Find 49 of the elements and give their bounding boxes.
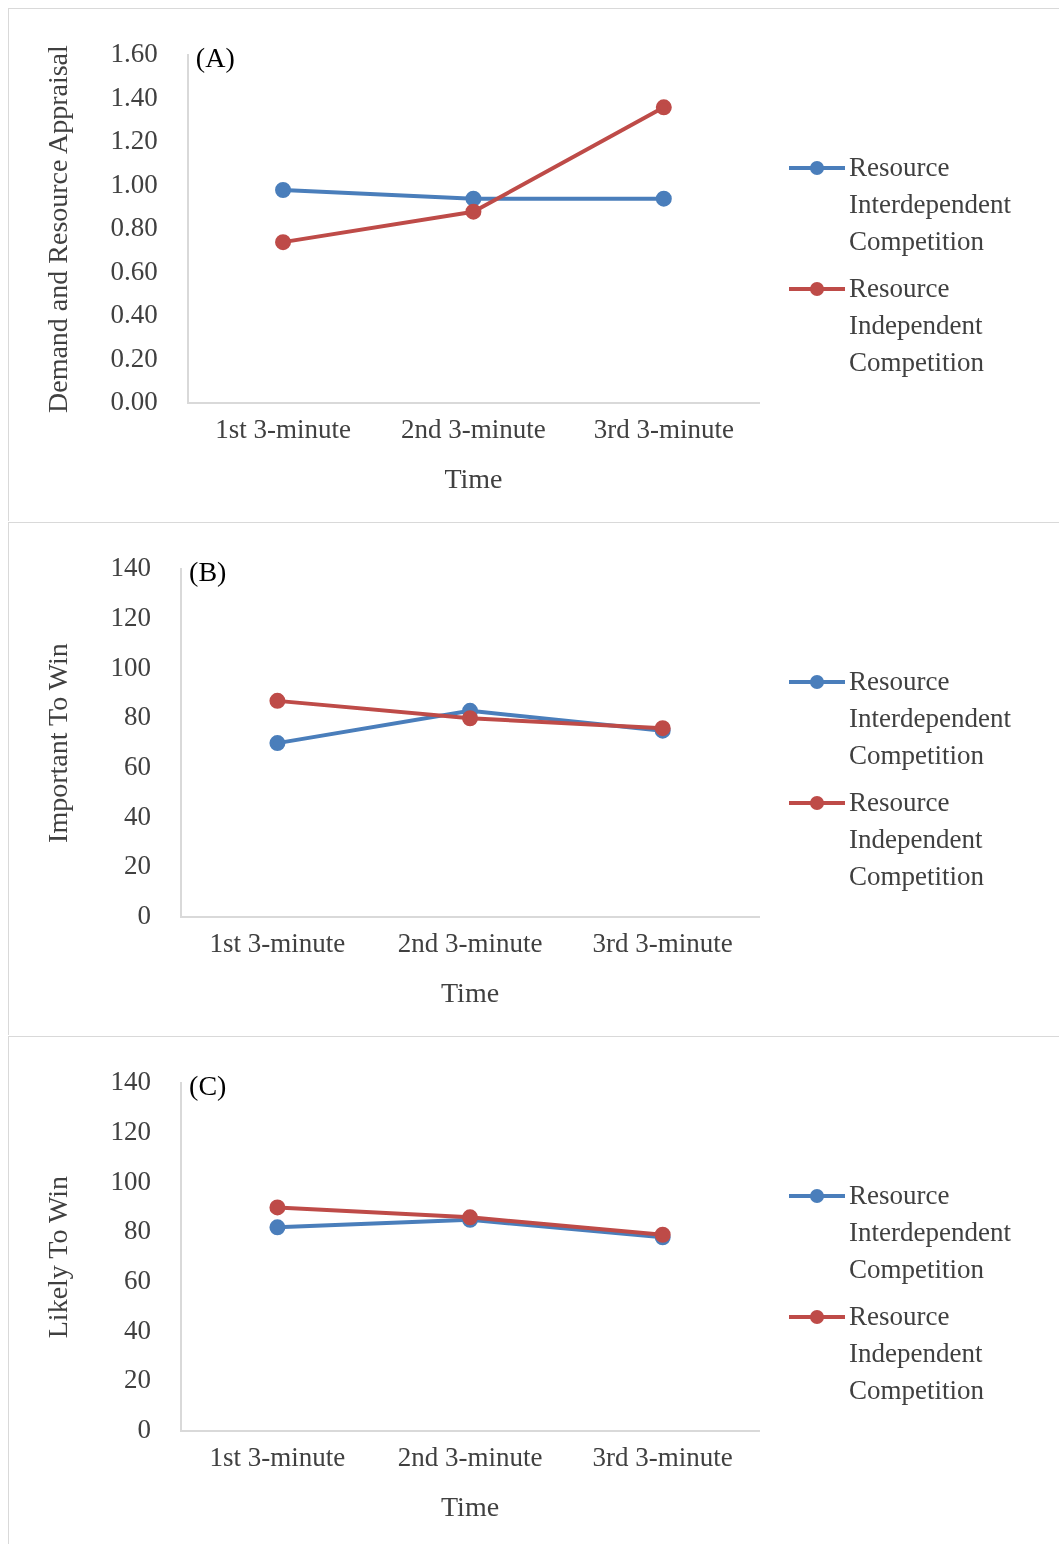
x-axis-title: Time: [441, 976, 500, 1008]
y-tick-label: 1.60: [110, 38, 158, 69]
x-axis-title: Time: [441, 1490, 500, 1522]
y-tick-label: 40: [124, 800, 152, 831]
y-tick-label: 0.40: [110, 299, 158, 330]
x-tick-label: 1st 3-minute: [215, 414, 351, 445]
y-tick-label: 1.40: [110, 81, 158, 112]
y-tick-label: 60: [124, 751, 152, 782]
legend-label: Resource Interdependent Competition: [849, 666, 1011, 770]
y-tick-label: 100: [110, 651, 152, 682]
legend-label: Resource Interdependent Competition: [849, 152, 1011, 256]
y-tick-label: 60: [124, 1265, 152, 1296]
y-tick-label: 0: [137, 1414, 152, 1445]
x-tick-label: 2nd 3-minute: [397, 928, 543, 959]
y-tick-label: 0.00: [110, 386, 158, 417]
annotation: (C): [189, 1069, 227, 1101]
y-tick-label: 80: [124, 1215, 152, 1246]
y-tick-label: 1.20: [110, 125, 158, 156]
y-tick-label: 120: [110, 601, 152, 632]
y-tick-label: 140: [110, 552, 152, 583]
annotation: (A): [195, 41, 235, 73]
y-tick-label: 140: [110, 1066, 152, 1097]
y-tick-label: 120: [110, 1115, 152, 1146]
y-tick-label: 0.80: [110, 212, 158, 243]
x-tick-label: 2nd 3-minute: [397, 1442, 543, 1473]
x-tick-label: 3rd 3-minute: [593, 414, 734, 445]
y-tick-label: 40: [124, 1314, 152, 1345]
y-tick-label: 1.00: [110, 168, 158, 199]
x-axis-title: Time: [444, 462, 503, 494]
x-tick-label: 1st 3-minute: [209, 928, 346, 959]
annotation: (B): [189, 555, 227, 587]
y-tick-label: 80: [124, 701, 152, 732]
x-tick-label: 2nd 3-minute: [401, 414, 546, 445]
y-tick-label: 20: [124, 850, 152, 881]
x-tick-label: 3rd 3-minute: [592, 928, 733, 959]
x-tick-label: 3rd 3-minute: [592, 1442, 733, 1473]
y-tick-label: 0: [137, 900, 152, 931]
y-tick-label: 100: [110, 1165, 152, 1196]
y-tick-label: 20: [124, 1364, 152, 1395]
y-axis-title: Likely To Win: [42, 1175, 74, 1339]
x-tick-label: 1st 3-minute: [209, 1442, 346, 1473]
y-tick-label: 0.20: [110, 342, 158, 373]
y-tick-label: 0.60: [110, 255, 158, 286]
legend-label: Resource Independent Competition: [849, 273, 984, 377]
legend-label: Resource Independent Competition: [849, 1301, 984, 1405]
legend-label: Resource Interdependent Competition: [849, 1180, 1011, 1284]
y-axis-title: Demand and Resource Appraisal: [42, 45, 74, 413]
legend-label: Resource Independent Competition: [849, 787, 984, 891]
y-axis-title: Important To Win: [42, 643, 74, 843]
